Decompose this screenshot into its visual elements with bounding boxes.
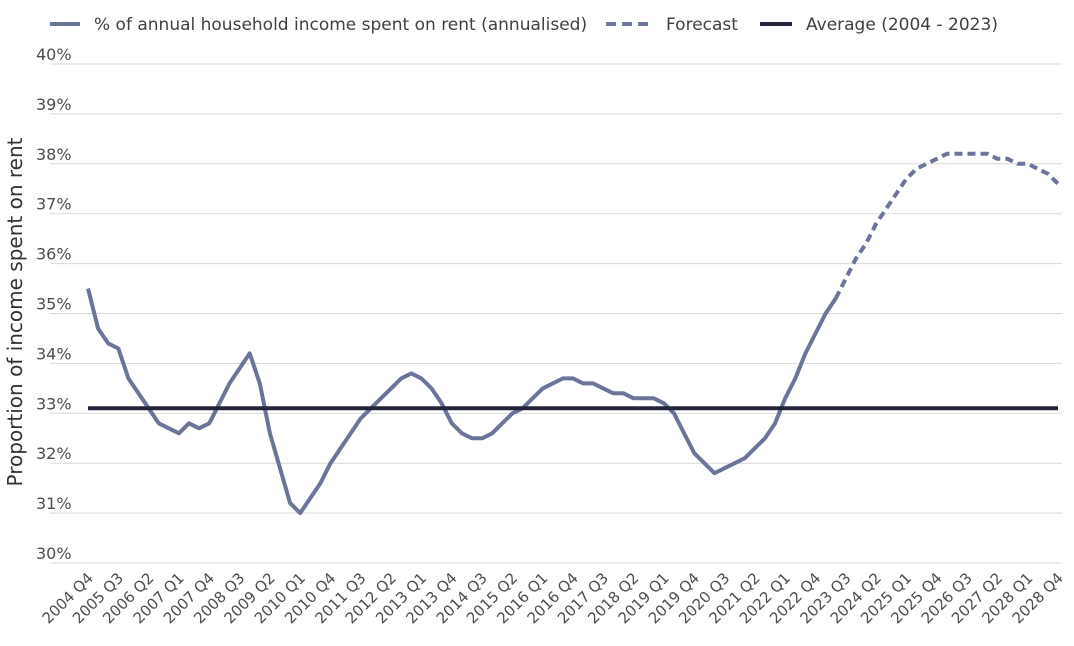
y-tick-label: 35% bbox=[36, 295, 72, 314]
series-line-forecast bbox=[833, 151, 1060, 300]
y-tick-label: 31% bbox=[36, 494, 72, 513]
y-tick-label: 38% bbox=[36, 145, 72, 164]
y-tick-label: 34% bbox=[36, 344, 72, 363]
y-axis-title: Proportion of income spent on rent bbox=[3, 137, 27, 486]
legend-label-actual: % of annual household income spent on re… bbox=[94, 15, 587, 35]
y-tick-label: 36% bbox=[36, 245, 72, 264]
series-line-actual bbox=[86, 288, 838, 516]
y-tick-label: 40% bbox=[36, 45, 72, 64]
legend-label-average: Average (2004 - 2023) bbox=[806, 15, 998, 35]
y-tick-label: 39% bbox=[36, 95, 72, 114]
y-axis-ticks: 30% 31% 32% 33% 34% 35% 36% 37% 38% 39% 40% bbox=[36, 45, 72, 563]
legend-label-forecast: Forecast bbox=[666, 15, 738, 35]
legend: % of annual household income spent on re… bbox=[50, 15, 998, 35]
y-tick-label: 37% bbox=[36, 195, 72, 214]
y-tick-label: 32% bbox=[36, 444, 72, 463]
series-lines bbox=[86, 151, 1060, 516]
y-tick-label: 30% bbox=[36, 544, 72, 563]
y-tick-label: 33% bbox=[36, 394, 72, 413]
gridlines bbox=[50, 63, 1062, 564]
